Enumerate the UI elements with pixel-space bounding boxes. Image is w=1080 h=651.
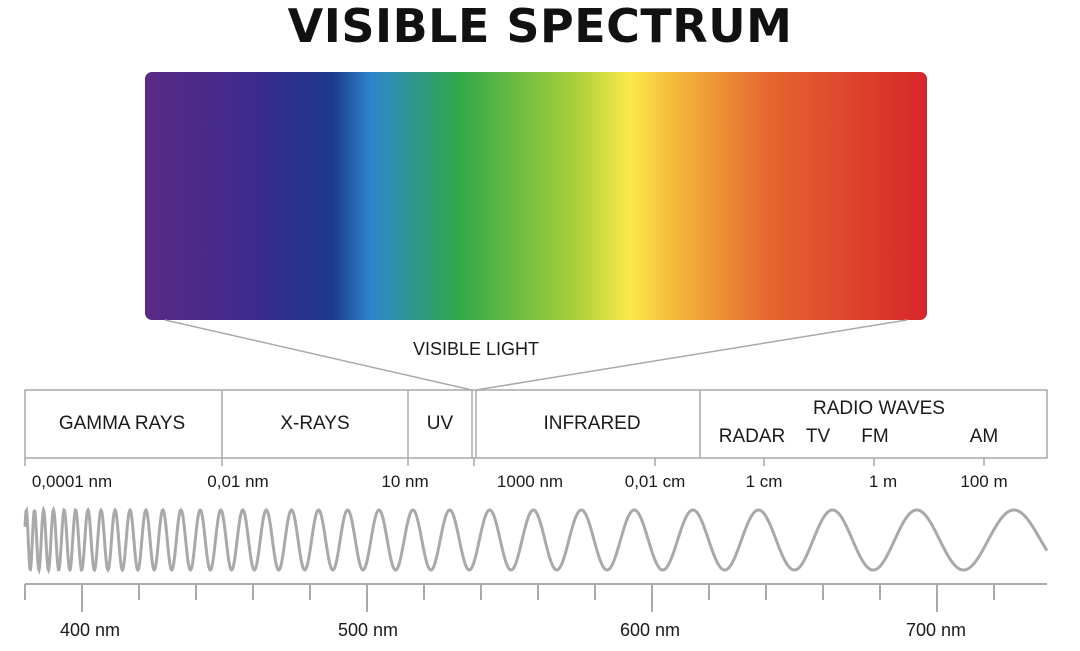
wave-chirp <box>23 505 1049 576</box>
band-label-uv: UV <box>426 413 454 434</box>
nm-ruler-ticks <box>24 584 995 612</box>
scale-label: 1000 nm <box>496 472 564 491</box>
radio-sub-radar: RADAR <box>718 426 786 447</box>
scale-label: 100 m <box>960 472 1008 491</box>
funnel-line-left <box>164 319 473 391</box>
band-label-gamma: GAMMA RAYS <box>58 413 186 434</box>
scale-label: 10 nm <box>381 472 429 491</box>
scale-label: 1 cm <box>745 472 783 491</box>
wavelength-scale-ticks <box>24 458 985 466</box>
funnel-line-right <box>475 319 908 391</box>
band-table <box>24 389 1048 459</box>
scale-label: 0,0001 nm <box>31 472 113 491</box>
scale-label: 1 m <box>868 472 898 491</box>
band-label-xrays: X-RAYS <box>280 413 350 434</box>
nm-label-700: 700 nm <box>905 620 967 640</box>
radio-sub-fm: FM <box>861 426 889 447</box>
nm-label-500: 500 nm <box>337 620 399 640</box>
band-label-infrared: INFRARED <box>543 413 641 434</box>
page-title: VISIBLE SPECTRUM <box>287 0 793 53</box>
nm-label-400: 400 nm <box>59 620 121 640</box>
scale-label: 0,01 cm <box>624 472 686 491</box>
visible-spectrum-gradient <box>145 72 927 320</box>
nm-label-600: 600 nm <box>619 620 681 640</box>
visible-light-label: VISIBLE LIGHT <box>412 339 540 359</box>
radio-sub-tv: TV <box>805 426 831 447</box>
radio-sub-am: AM <box>969 426 999 447</box>
scale-label: 0,01 nm <box>207 472 269 491</box>
band-label-radio: RADIO WAVES <box>813 398 945 419</box>
